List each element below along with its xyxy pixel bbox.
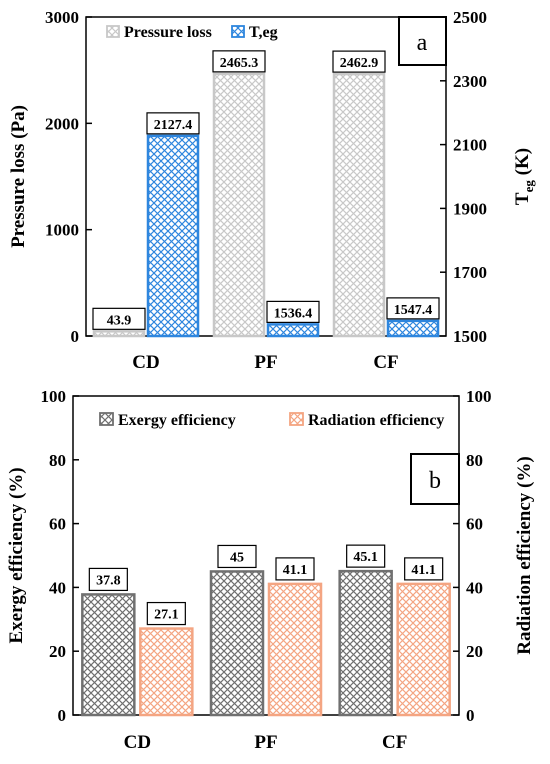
x-category-label: PF bbox=[254, 732, 277, 753]
legend-label: T,eg bbox=[249, 24, 278, 41]
data-label-box bbox=[212, 50, 266, 73]
data-label: 2127.4 bbox=[154, 118, 193, 133]
data-label-box bbox=[92, 307, 146, 330]
y-right-tick-label: 0 bbox=[466, 706, 475, 725]
bar-exergy-efficiency bbox=[338, 569, 393, 717]
data-label-box bbox=[386, 297, 440, 320]
bar-radiation-efficiency bbox=[267, 582, 323, 717]
y-right-tick-label: 20 bbox=[466, 642, 483, 661]
panel-b: 0 0 20 20 40 40 60 60 80 80 100 100 Exergy efficienc… bbox=[6, 387, 535, 753]
plot-frame-b bbox=[72, 395, 460, 716]
data-label: 43.9 bbox=[107, 313, 132, 328]
legend-label: Radiation efficiency bbox=[308, 412, 444, 429]
legend-label: Exergy efficiency bbox=[118, 412, 236, 429]
data-label: 45 bbox=[230, 550, 244, 565]
y-right-tick-label: 60 bbox=[466, 515, 483, 534]
data-label: 2465.3 bbox=[220, 56, 259, 71]
bar-t-eg bbox=[386, 319, 440, 338]
legend-label: Pressure loss bbox=[124, 24, 212, 41]
data-label-box bbox=[146, 601, 186, 626]
data-label: 37.8 bbox=[96, 573, 121, 588]
x-category-label: CD bbox=[124, 732, 151, 753]
y-right-axis-title: Teg (K) bbox=[512, 148, 536, 205]
data-label-box bbox=[404, 557, 444, 581]
panel-letter-box bbox=[410, 453, 460, 505]
data-label: 45.1 bbox=[353, 550, 378, 565]
y-right-tick-label: 1900 bbox=[453, 199, 487, 218]
legend-swatch bbox=[99, 412, 114, 426]
y-left-tick-label: 2000 bbox=[45, 114, 79, 133]
x-category-label: PF bbox=[254, 352, 277, 373]
bar-pressure-loss bbox=[332, 72, 386, 338]
y-right-tick-label: 2100 bbox=[453, 136, 487, 155]
data-label-box bbox=[266, 300, 320, 323]
data-label: 2462.9 bbox=[340, 56, 379, 71]
data-label: 27.1 bbox=[154, 608, 179, 623]
data-label: 1536.4 bbox=[274, 306, 313, 321]
y-left-tick-label: 0 bbox=[71, 327, 80, 346]
x-category-label: CF bbox=[382, 732, 407, 753]
bar-t-eg bbox=[146, 134, 200, 338]
panel-letter: a bbox=[417, 30, 428, 56]
y-right-tick-label: 40 bbox=[466, 578, 483, 597]
data-label-box bbox=[346, 544, 386, 568]
legend-swatch bbox=[231, 25, 245, 38]
panel-a: 0 1000 2000 3000 1500 1700 1900 2100 2300 2500 Pre… bbox=[8, 8, 536, 373]
y-left-tick-label: 20 bbox=[49, 642, 66, 661]
bar-exergy-efficiency bbox=[81, 593, 136, 717]
bar-exergy-efficiency bbox=[209, 570, 265, 717]
y-left-tick-label: 100 bbox=[41, 387, 67, 406]
plot-frame-a bbox=[85, 16, 447, 337]
bar-t-eg bbox=[266, 323, 320, 338]
data-label-box bbox=[88, 567, 128, 592]
y-left-tick-label: 80 bbox=[49, 451, 66, 470]
y-left-axis-title: Exergy efficiency (%) bbox=[6, 467, 27, 643]
x-category-label: CF bbox=[373, 352, 398, 373]
y-right-axis-title-sub: eg bbox=[521, 180, 536, 193]
panel-letter: b bbox=[429, 468, 441, 494]
bar-pressure-loss bbox=[212, 72, 266, 338]
bar-radiation-efficiency bbox=[396, 582, 451, 717]
y-right-tick-label: 80 bbox=[466, 451, 483, 470]
y-right-tick-label: 1700 bbox=[453, 263, 487, 282]
y-left-tick-label: 40 bbox=[49, 578, 66, 597]
bar-pressure-loss bbox=[92, 330, 146, 338]
y-right-tick-label: 1500 bbox=[453, 327, 487, 346]
data-label-box bbox=[332, 50, 386, 73]
y-left-tick-label: 1000 bbox=[45, 221, 79, 240]
y-right-tick-label: 2500 bbox=[453, 8, 487, 27]
y-left-tick-label: 60 bbox=[49, 515, 66, 534]
y-right-axis-title: Radiation efficiency (%) bbox=[514, 456, 535, 654]
panel-letter-box bbox=[398, 16, 447, 66]
data-label-box bbox=[217, 544, 257, 569]
y-left-axis-title: Pressure loss (Pa) bbox=[8, 105, 29, 248]
data-label: 1547.4 bbox=[394, 303, 433, 318]
y-right-axis-title-main: T bbox=[512, 192, 533, 205]
y-right-tick-label: 2300 bbox=[453, 72, 487, 91]
data-label-box bbox=[146, 112, 200, 135]
data-label: 41.1 bbox=[411, 563, 436, 578]
y-left-tick-label: 3000 bbox=[45, 8, 79, 27]
legend-swatch bbox=[289, 412, 304, 426]
bar-radiation-efficiency bbox=[139, 627, 194, 717]
y-right-axis-title-unit: (K) bbox=[512, 148, 533, 180]
data-label-box bbox=[275, 557, 315, 581]
legend-swatch bbox=[106, 25, 120, 38]
data-label: 41.1 bbox=[283, 563, 308, 578]
x-category-label: CD bbox=[132, 352, 159, 373]
y-left-tick-label: 0 bbox=[58, 706, 67, 725]
y-right-tick-label: 100 bbox=[466, 387, 492, 406]
